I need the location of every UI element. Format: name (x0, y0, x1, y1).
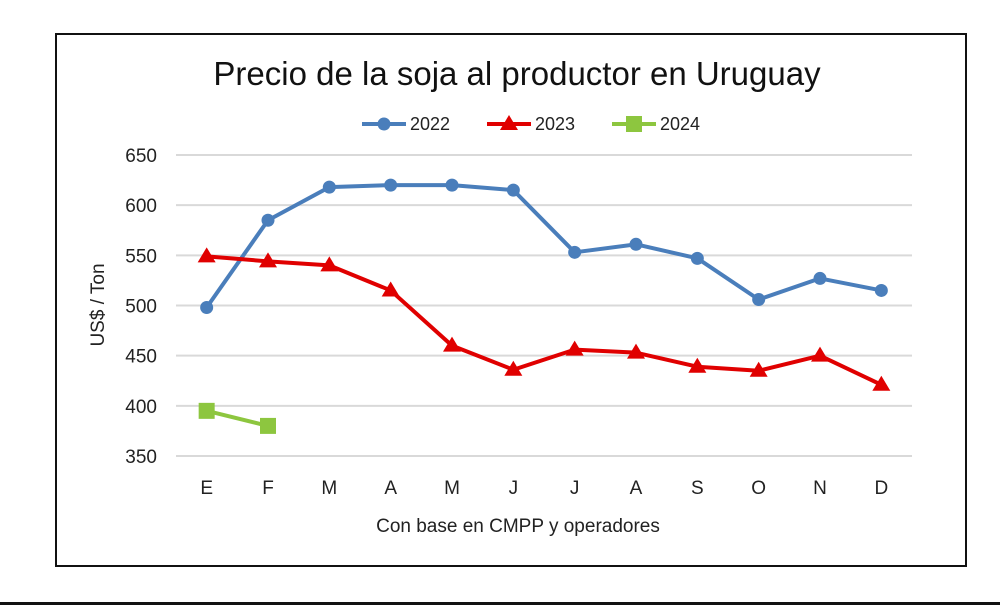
data-point-triangle (381, 281, 400, 297)
data-point-circle (322, 180, 336, 194)
series-line-2023 (206, 254, 883, 387)
legend: 2022 2023 2024 (362, 114, 700, 134)
x-tick-label: O (751, 478, 766, 499)
data-point-triangle (749, 361, 768, 377)
data-point-triangle (872, 375, 891, 391)
legend-label: 2022 (410, 114, 450, 134)
data-point-triangle (259, 252, 277, 268)
x-axis-label: Con base en CMPP y operadores (376, 516, 660, 537)
data-point-triangle (443, 336, 461, 352)
data-point-circle (445, 178, 459, 192)
x-tick-label: A (384, 478, 397, 499)
x-tick-label: N (813, 478, 827, 499)
data-point-circle (813, 271, 827, 285)
data-point-square (198, 402, 215, 419)
series-group (197, 178, 891, 434)
data-point-circle (629, 237, 643, 251)
series-2024 (198, 402, 276, 434)
data-point-circle (200, 301, 214, 315)
y-axis-ticks: 350 400 450 500 550 600 650 (125, 146, 157, 468)
x-tick-label: F (262, 478, 274, 499)
data-point-circle (568, 245, 582, 259)
legend-item-2024: 2024 (612, 114, 700, 134)
series-2022 (200, 178, 888, 315)
data-point-square (260, 417, 276, 434)
data-point-circle (261, 213, 275, 227)
data-point-triangle (197, 247, 216, 263)
x-tick-label: E (200, 478, 213, 499)
data-point-square (626, 116, 642, 132)
data-point-circle (690, 251, 704, 265)
bottom-divider (0, 602, 1000, 605)
legend-label: 2024 (660, 114, 700, 134)
x-tick-label: J (509, 478, 519, 499)
x-tick-label: A (630, 478, 643, 499)
chart-frame (55, 33, 967, 567)
y-tick-label: 350 (125, 447, 157, 468)
x-tick-label: S (691, 478, 704, 499)
data-point-triangle (504, 360, 523, 376)
y-tick-label: 400 (125, 397, 157, 418)
y-tick-label: 500 (125, 297, 157, 318)
data-point-triangle (320, 256, 339, 272)
data-point-circle (377, 117, 391, 131)
chart-title: Precio de la soja al productor en Urugua… (213, 55, 821, 92)
legend-label: 2023 (535, 114, 575, 134)
y-tick-label: 650 (125, 146, 157, 167)
y-axis-label: US$ / Ton (88, 263, 109, 346)
data-point-triangle (811, 346, 829, 362)
legend-item-2023: 2023 (487, 114, 575, 134)
gridlines (176, 154, 912, 457)
data-point-circle (384, 178, 398, 192)
data-point-triangle (627, 343, 645, 359)
data-point-circle (752, 292, 766, 306)
data-point-circle (874, 283, 888, 297)
series-line-2022 (205, 183, 882, 309)
data-point-triangle (565, 340, 584, 356)
x-tick-label: M (321, 478, 337, 499)
y-tick-label: 550 (125, 246, 157, 267)
y-tick-label: 600 (125, 196, 157, 217)
x-tick-label: J (570, 478, 580, 499)
x-tick-label: D (874, 478, 888, 499)
legend-item-2022: 2022 (362, 114, 450, 134)
y-tick-label: 450 (125, 347, 157, 368)
x-tick-label: M (444, 478, 460, 499)
data-point-triangle (500, 115, 518, 130)
series-line-2024 (206, 408, 269, 428)
data-point-circle (506, 183, 520, 197)
series-2023 (197, 247, 891, 391)
data-point-triangle (688, 357, 707, 373)
